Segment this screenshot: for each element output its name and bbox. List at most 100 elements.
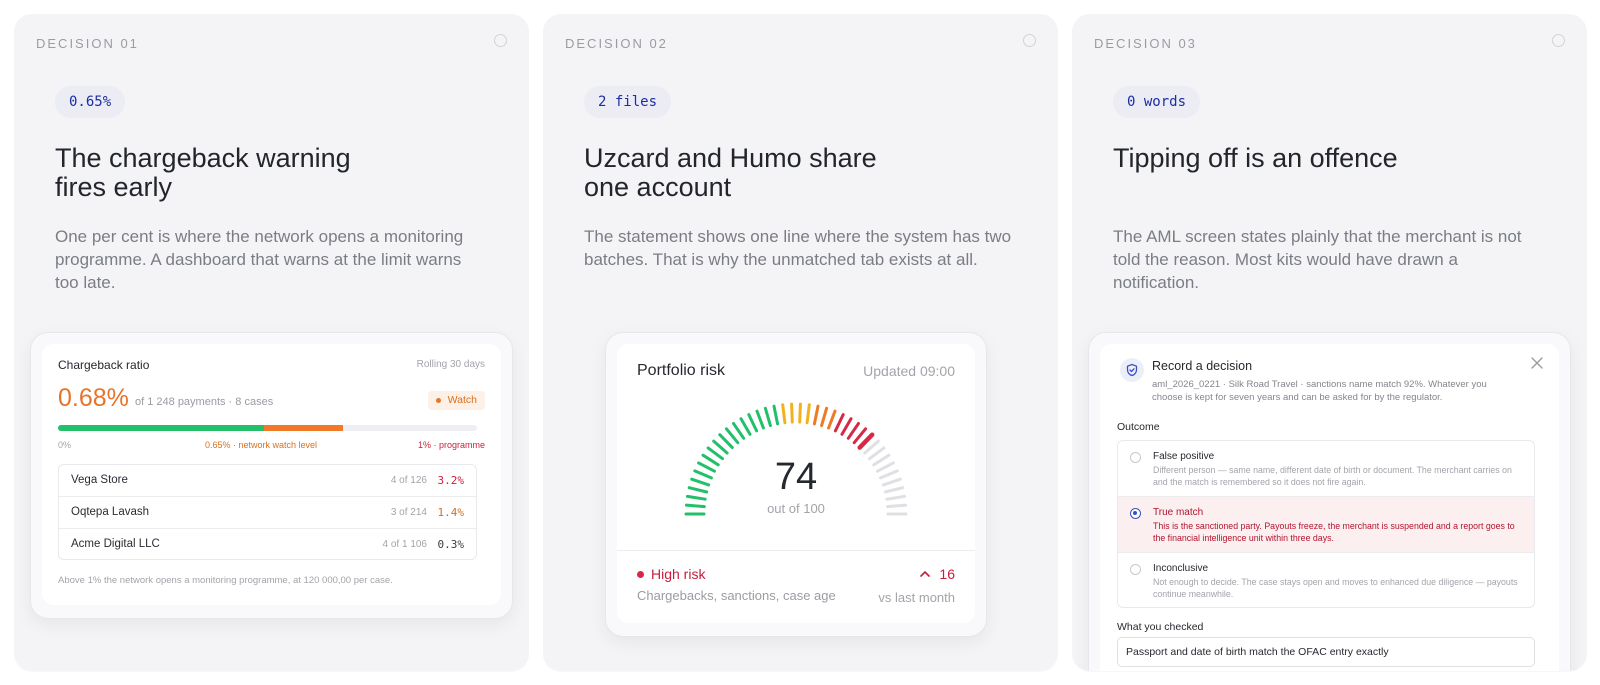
gauge-tick-filled: [781, 403, 787, 425]
merchant-case-count: 4 of 1 106: [382, 539, 427, 550]
ratio-progress-track: [58, 425, 477, 431]
shield-icon: [1120, 358, 1144, 382]
metric-pill: 0 words: [1113, 86, 1201, 118]
gauge-tick-empty: [868, 446, 886, 461]
heading-line-2: fires early: [55, 172, 173, 202]
outcome-option-false-positive[interactable]: False positive Different person — same n…: [1118, 441, 1534, 497]
widget-title: Chargeback ratio: [58, 358, 150, 372]
decision-dialog: Record a decision aml_2026_0221 · Silk R…: [1100, 344, 1559, 671]
option-description: Different person — same name, different …: [1153, 465, 1512, 487]
metric-pill: 2 files: [584, 86, 672, 118]
heading-line-1: The chargeback warning: [55, 143, 351, 173]
gauge-tick-empty: [879, 469, 899, 480]
gauge-tick-filled: [712, 439, 729, 455]
merchant-name: Vega Store: [71, 474, 128, 486]
card-status-dot[interactable]: [1023, 34, 1036, 47]
gauge-tick-filled: [685, 494, 707, 501]
decision-card-3: DECISION 03 0 words Tipping off is an of…: [1072, 14, 1587, 671]
risk-delta: 16: [939, 566, 955, 582]
merchant-ratio: 3.2%: [437, 474, 465, 487]
merchant-ratio: 0.3%: [437, 538, 465, 551]
time-window: Rolling 30 days: [416, 359, 485, 370]
gauge-tick-filled: [687, 486, 709, 494]
gauge-tick-filled: [747, 413, 759, 433]
chargeback-widget: Chargeback ratio Rolling 30 days 0.68% o…: [42, 344, 501, 605]
risk-factors: Chargebacks, sanctions, case age: [637, 588, 836, 603]
gauge-tick-filled: [812, 404, 820, 426]
gauge-tick-empty: [881, 477, 902, 487]
table-row[interactable]: Oqtepa Lavash 3 of 214 1.4%: [59, 497, 476, 529]
progress-safe-segment: [58, 425, 265, 431]
merchant-name: Oqtepa Lavash: [71, 506, 150, 518]
metric-pill: 0.65%: [55, 86, 126, 118]
decision-card-2: DECISION 02 2 files Uzcard and Humo shar…: [543, 14, 1058, 671]
divider: [617, 550, 975, 551]
gauge-tick-filled: [790, 402, 794, 424]
radio-button[interactable]: [1130, 508, 1141, 519]
gauge-tick-filled: [739, 417, 752, 436]
option-title: Inconclusive: [1153, 563, 1209, 574]
gauge-tick-empty: [876, 461, 895, 473]
scale-programme-label: 1% · programme: [417, 440, 485, 450]
gauge-tick-filled: [732, 422, 746, 440]
radio-button[interactable]: [1130, 452, 1141, 463]
option-title: True match: [1153, 507, 1204, 518]
heading-line-1: Uzcard and Humo share: [584, 143, 877, 173]
merchant-case-count: 3 of 214: [390, 507, 427, 518]
outcome-options: False positive Different person — same n…: [1117, 440, 1535, 608]
gauge-tick-empty: [872, 453, 891, 467]
risk-dot-icon: [637, 571, 644, 578]
gauge-tick-filled: [763, 406, 772, 428]
gauge-tick-filled: [827, 409, 837, 430]
gauge-tick-filled: [840, 417, 853, 436]
merchant-name: Acme Digital LLC: [71, 538, 160, 550]
dialog-description: aml_2026_0221 · Silk Road Travel · sanct…: [1152, 379, 1487, 403]
gauge-tick-filled: [833, 413, 845, 433]
scale-start-label: 0%: [58, 440, 72, 450]
table-row[interactable]: Acme Digital LLC 4 of 1 106 0.3%: [59, 529, 476, 559]
gauge-tick-filled: [697, 461, 716, 473]
card-body: One per cent is where the network opens …: [55, 227, 464, 292]
widget-footnote: Above 1% the network opens a monitoring …: [58, 575, 393, 586]
merchant-case-count: 4 of 126: [390, 475, 427, 486]
gauge-tick-empty: [863, 439, 880, 455]
card-status-dot[interactable]: [1552, 34, 1565, 47]
outcome-option-true-match[interactable]: True match This is the sanctioned party.…: [1118, 497, 1534, 553]
gauge-tick-filled: [857, 432, 875, 450]
gauge-tick-filled: [693, 469, 713, 480]
option-description: Not enough to decide. The case stays ope…: [1153, 577, 1518, 599]
gauge-tick-filled: [798, 402, 802, 424]
chargeback-ratio: 0.68%: [58, 384, 129, 412]
chargeback-widget-frame: Chargeback ratio Rolling 30 days 0.68% o…: [30, 332, 513, 619]
close-icon[interactable]: [1529, 355, 1545, 371]
gauge-tick-filled: [755, 409, 765, 430]
updated-time: Updated 09:00: [863, 363, 955, 379]
card-body: The AML screen states plainly that the m…: [1113, 227, 1522, 292]
card-status-dot[interactable]: [494, 34, 507, 47]
radio-button[interactable]: [1130, 564, 1141, 575]
option-title: False positive: [1153, 451, 1215, 462]
gauge-tick-filled: [701, 453, 720, 467]
progress-watch-segment: [264, 425, 343, 431]
gauge-tick-empty: [885, 494, 907, 501]
card-heading: Uzcard and Humo share one account: [584, 144, 1004, 202]
card-tag: DECISION 03: [1094, 36, 1197, 51]
merchant-table: Vega Store 4 of 126 3.2% Oqtepa Lavash 3…: [58, 464, 477, 560]
table-row[interactable]: Vega Store 4 of 126 3.2%: [59, 465, 476, 497]
score-scale: out of 100: [767, 501, 825, 516]
risk-level: High risk: [651, 566, 706, 582]
gauge-tick-empty: [886, 503, 908, 509]
widget-title: Portfolio risk: [637, 362, 726, 379]
outcome-label: Outcome: [1117, 421, 1160, 433]
gauge-tick-filled: [706, 446, 724, 461]
checked-input[interactable]: [1117, 637, 1535, 667]
gauge-tick-filled: [846, 422, 860, 440]
card-body: The statement shows one line where the s…: [584, 227, 1012, 269]
gauge-tick-filled: [805, 403, 811, 425]
dialog-title: Record a decision: [1152, 359, 1253, 373]
option-description: This is the sanctioned party. Payouts fr…: [1153, 521, 1515, 543]
card-heading: Tipping off is an offence: [1113, 144, 1533, 173]
outcome-option-inconclusive[interactable]: Inconclusive Not enough to decide. The c…: [1118, 553, 1534, 607]
card-heading: The chargeback warning fires early: [55, 144, 475, 202]
checked-label: What you checked: [1117, 621, 1204, 633]
